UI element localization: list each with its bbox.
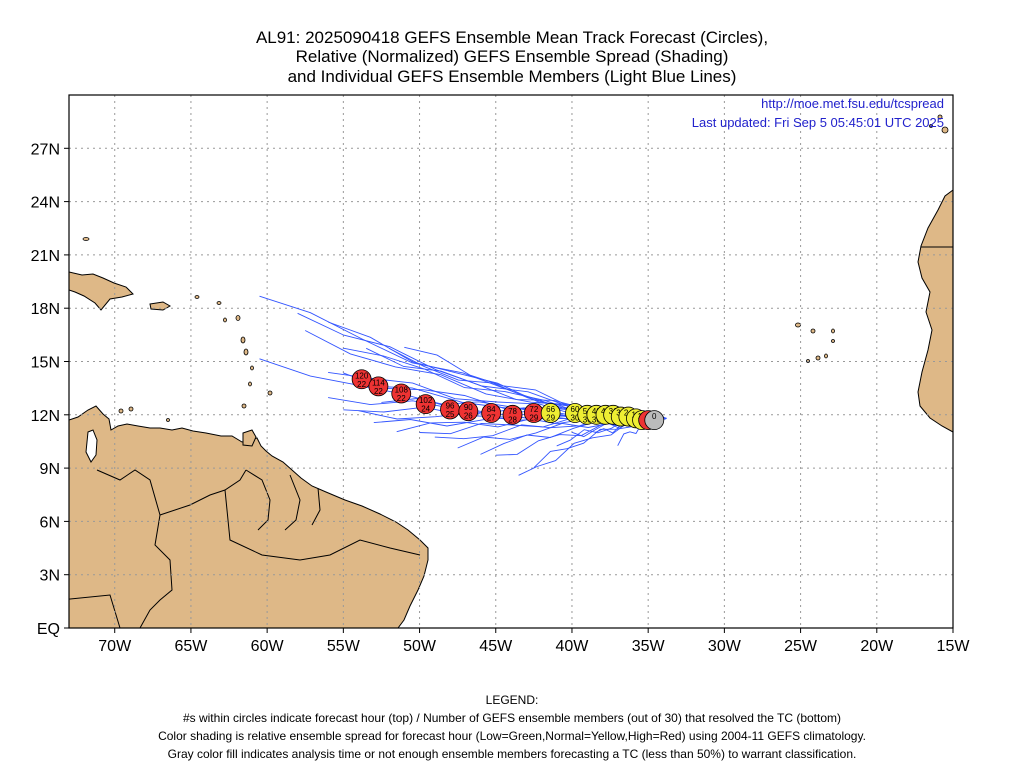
forecast-hour-label: 72 <box>529 405 538 414</box>
y-tick-label: EQ <box>37 621 60 638</box>
forecast-hour-label: 120 <box>355 371 369 380</box>
y-tick-label: 3N <box>40 568 60 585</box>
track-circle <box>368 376 389 397</box>
axis-ticks <box>64 147 954 633</box>
lesser-antilles-islands <box>82 114 949 422</box>
track-circle <box>391 383 412 404</box>
x-tick-label: 45W <box>479 638 513 655</box>
track-circle <box>481 403 502 423</box>
forecast-hour-label: 84 <box>487 405 496 414</box>
member-count-label: 26 <box>464 412 473 421</box>
trinidad-land <box>242 429 257 447</box>
last-updated-text: Last updated: Fri Sep 5 05:45:01 UTC 202… <box>691 115 944 130</box>
x-tick-label: 70W <box>98 638 132 655</box>
y-tick-label: 15N <box>31 355 60 372</box>
member-track <box>259 295 667 419</box>
forecast-hour-label: 60 <box>571 405 580 414</box>
x-tick-label: 50W <box>403 638 437 655</box>
legend-line-2: Color shading is relative ensemble sprea… <box>158 729 866 743</box>
track-circle <box>540 403 561 423</box>
member-count-label: 28 <box>508 415 517 424</box>
member-count-label: 22 <box>374 387 383 396</box>
member-count-label: 22 <box>357 380 366 389</box>
credit-url-link[interactable]: http://moe.met.fsu.edu/tcspread <box>761 96 944 111</box>
member-count-label: 29 <box>529 414 538 423</box>
x-tick-label: 35W <box>632 638 666 655</box>
x-tick-label: 40W <box>556 638 590 655</box>
y-tick-label: 9N <box>40 461 60 478</box>
africa-land <box>917 189 953 433</box>
legend-heading: LEGEND: <box>485 693 539 707</box>
forecast-hour-label: 66 <box>546 405 555 414</box>
x-tick-label: 55W <box>327 638 361 655</box>
member-count-label: 22 <box>397 394 406 403</box>
x-tick-label: 30W <box>708 638 742 655</box>
chart-title-line3: and Individual GEFS Ensemble Members (Li… <box>287 67 737 86</box>
chart-title-line2: Relative (Normalized) GEFS Ensemble Spre… <box>295 47 729 66</box>
longitude-labels: 70W 65W 60W 55W 50W 45W 40W 35W 30W 25W 20W 15W <box>98 638 970 655</box>
ensemble-member-tracks <box>259 295 667 476</box>
x-tick-label: 65W <box>174 638 208 655</box>
member-count-label: 24 <box>421 405 430 414</box>
lake-maracaibo <box>85 429 98 463</box>
y-tick-label: 21N <box>31 248 60 265</box>
track-circle <box>415 394 436 415</box>
member-count-label: 29 <box>546 414 555 423</box>
track-circle <box>458 401 479 422</box>
legend-line-1: #s within circles indicate forecast hour… <box>182 711 842 725</box>
lat-lon-grid <box>69 95 953 628</box>
latitude-labels: EQ 3N 6N 9N 12N 15N 18N 21N 24N 27N <box>31 141 60 638</box>
member-count-label: 30 <box>571 414 580 423</box>
x-tick-label: 25W <box>784 638 818 655</box>
forecast-hour-label: 114 <box>372 378 385 387</box>
x-tick-label: 15W <box>937 638 971 655</box>
track-circle <box>644 410 665 431</box>
x-tick-label: 20W <box>860 638 894 655</box>
y-tick-label: 18N <box>31 301 60 318</box>
track-circle <box>502 404 523 425</box>
y-tick-label: 27N <box>31 141 60 158</box>
country-borders <box>69 469 421 628</box>
member-count-label: 30 <box>583 415 592 424</box>
forecast-hour-label: 96 <box>446 401 455 410</box>
forecast-hour-label: 108 <box>395 385 409 394</box>
forecast-hour-label: 78 <box>508 407 517 416</box>
track-circle <box>351 369 372 390</box>
hispaniola-land <box>69 271 134 311</box>
forecast-hour-label: 0 <box>652 412 657 421</box>
forecast-hour-label: 90 <box>464 403 473 412</box>
forecast-hour-label: 102 <box>419 396 433 405</box>
member-count-label: 25 <box>446 410 455 419</box>
south-america-land <box>69 405 429 628</box>
member-count-label: 30 <box>592 415 601 424</box>
x-tick-label: 60W <box>251 638 285 655</box>
member-count-label: 27 <box>487 414 496 423</box>
y-tick-label: 24N <box>31 195 60 212</box>
legend-line-3: Gray color fill indicates analysis time … <box>167 747 857 761</box>
y-tick-label: 12N <box>31 408 60 425</box>
puerto-rico-land <box>149 301 172 311</box>
chart-title-line1: AL91: 2025090418 GEFS Ensemble Mean Trac… <box>255 28 769 47</box>
y-tick-label: 6N <box>40 514 60 531</box>
